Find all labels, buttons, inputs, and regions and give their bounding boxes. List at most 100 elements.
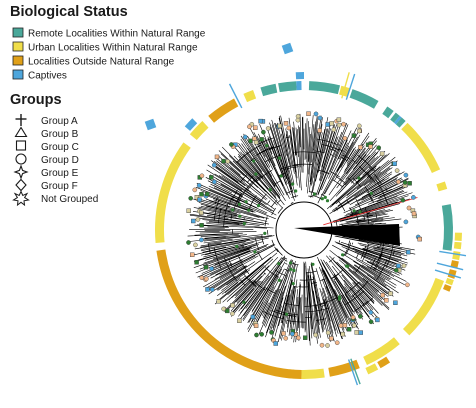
status-label-captives: Captives	[28, 71, 67, 82]
internal-node-marker	[231, 208, 235, 212]
status-outer-arc-outside	[442, 284, 452, 292]
group-item-d: Group D	[15, 153, 79, 166]
tip-node-marker	[247, 124, 252, 129]
tip-node-marker	[405, 282, 410, 288]
tip-node-marker	[269, 330, 274, 335]
tip-node-marker	[392, 161, 397, 166]
internal-node-marker	[268, 188, 272, 192]
tip-node-marker	[199, 210, 204, 216]
status-arc-urban	[339, 85, 351, 97]
internal-node-marker	[323, 195, 327, 199]
tip-node-marker	[317, 128, 322, 133]
internal-node-marker	[337, 297, 342, 301]
internal-node-marker	[291, 282, 295, 286]
tip-node-marker	[199, 237, 204, 243]
tip-node-marker	[283, 120, 289, 126]
tip-node-marker	[358, 145, 363, 150]
internal-node-marker	[279, 174, 283, 178]
internal-node-marker	[277, 156, 281, 160]
group-item-not-grouped: Not Grouped	[12, 190, 98, 207]
group-label-e: Group E	[41, 168, 79, 179]
tip-node-marker	[209, 287, 215, 292]
asterisk-star-icon	[12, 190, 30, 207]
status-outer-arc-outside	[377, 356, 391, 369]
status-tick-captive	[347, 359, 359, 386]
tip-node-marker	[295, 114, 301, 119]
tip-node-marker	[356, 128, 362, 134]
status-arc-captive	[296, 81, 302, 91]
status-arc-urban	[402, 277, 445, 336]
status-arc-remote	[260, 83, 278, 97]
status-swatch-captives	[12, 69, 24, 80]
status-arc-remote	[390, 112, 400, 123]
captive-marker	[281, 42, 294, 55]
status-arc-outside	[328, 359, 360, 377]
status-arc-urban	[301, 368, 325, 379]
tip-node-marker	[225, 308, 230, 314]
group-label-b: Group B	[41, 129, 79, 140]
status-arc-urban	[363, 337, 400, 366]
internal-node-marker	[312, 192, 317, 196]
biological-status-ring	[144, 42, 467, 386]
groups-legend-title: Groups	[10, 92, 62, 108]
status-tick-captive	[439, 250, 467, 257]
tip-node-marker	[242, 134, 248, 140]
tip-node-marker	[261, 129, 266, 135]
tip-node-marker	[368, 310, 374, 315]
tip-node-marker	[273, 341, 278, 346]
tip-node-marker	[212, 179, 217, 185]
status-arc-remote	[349, 89, 379, 109]
internal-node-marker	[247, 208, 251, 212]
tip-node-marker	[186, 240, 191, 245]
tip-node-marker	[306, 111, 311, 116]
tip-node-marker	[225, 159, 230, 164]
tip-node-marker	[189, 252, 195, 258]
status-arc-remote	[382, 106, 394, 119]
status-arc-remote	[308, 81, 341, 95]
status-outer-arc-outside	[450, 260, 459, 269]
group-item-c: Group C	[15, 140, 79, 153]
tip-node-marker	[396, 263, 401, 269]
tip-node-marker	[209, 175, 214, 180]
tip-node-marker	[303, 335, 308, 340]
tip-node-marker	[221, 158, 226, 164]
group-item-b: Group B	[14, 126, 79, 140]
group-item-e: Group E	[13, 164, 79, 180]
tip-node-marker	[253, 323, 259, 328]
tip-node-marker	[205, 287, 210, 292]
tip-node-marker	[346, 327, 352, 332]
tip-node-marker	[199, 275, 205, 281]
tip-node-marker	[411, 211, 417, 216]
tip-node-marker	[407, 181, 412, 186]
tip-node-marker	[401, 263, 407, 269]
tip-node-marker	[221, 306, 226, 312]
internal-node-marker	[311, 262, 315, 266]
group-item-a: Group A	[15, 114, 78, 127]
square-icon	[15, 140, 27, 151]
tip-node-marker	[380, 292, 385, 298]
tip-node-marker	[329, 336, 334, 341]
groups-legend: Groups Group A Group B Group C Group D G…	[10, 92, 98, 207]
status-legend-title: Biological Status	[10, 4, 128, 20]
internal-node-marker	[253, 250, 257, 254]
tree-center-gap	[280, 206, 328, 254]
tip-node-marker	[403, 219, 409, 225]
status-outer-arc-urban	[452, 251, 461, 261]
tip-node-marker	[229, 142, 234, 147]
four-point-star-icon	[13, 164, 29, 180]
tip-node-marker	[384, 298, 389, 303]
tip-node-marker	[253, 125, 258, 131]
internal-node-marker	[357, 176, 361, 180]
tip-node-marker	[281, 331, 286, 336]
internal-node-marker	[292, 268, 296, 273]
tip-node-marker	[230, 303, 235, 308]
internal-node-marker	[277, 278, 281, 282]
internal-node-marker	[294, 189, 298, 193]
tip-node-marker	[319, 342, 325, 348]
status-swatch-remote	[12, 27, 24, 38]
internal-node-marker	[238, 214, 242, 218]
diamond-icon	[15, 178, 27, 192]
status-tick-remote	[350, 358, 361, 385]
status-arc-remote	[278, 81, 297, 93]
